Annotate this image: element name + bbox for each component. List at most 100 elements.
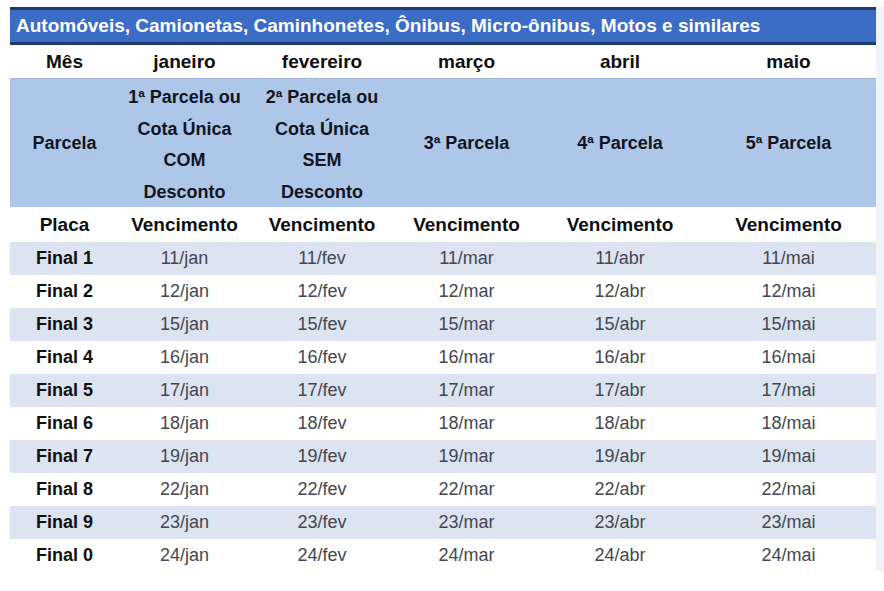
date-cell: 11/abr <box>539 242 701 275</box>
date-cell: 11/mai <box>701 242 876 275</box>
date-cell: 22/jan <box>119 473 250 506</box>
date-cell: 16/mar <box>394 341 539 374</box>
date-cell: 23/mar <box>394 506 539 539</box>
parcela-row-label: Parcela <box>10 79 119 207</box>
date-cell: 16/mai <box>701 341 876 374</box>
date-cell: 16/jan <box>119 341 250 374</box>
date-cell: 18/mai <box>701 407 876 440</box>
parcela-cell-1-line: COM <box>164 145 206 177</box>
date-cell: 23/abr <box>539 506 701 539</box>
month-cell-fevereiro: fevereiro <box>250 45 394 78</box>
date-cell: 15/mar <box>394 308 539 341</box>
parcela-cell-2-line: 2ª Parcela ou <box>266 82 379 114</box>
table-row-final-0: Final 0 24/jan 24/fev 24/mar 24/abr 24/m… <box>10 539 876 572</box>
date-cell: 23/fev <box>250 506 394 539</box>
month-cell-abril: abril <box>539 45 701 78</box>
date-cell: 15/jan <box>119 308 250 341</box>
placa-cell: Final 3 <box>10 308 119 341</box>
placa-cell: Final 6 <box>10 407 119 440</box>
date-cell: 19/abr <box>539 440 701 473</box>
month-row-label: Mês <box>10 45 119 78</box>
date-cell: 17/fev <box>250 374 394 407</box>
date-cell: 19/mai <box>701 440 876 473</box>
date-cell: 24/mar <box>394 539 539 572</box>
date-cell: 24/mai <box>701 539 876 572</box>
date-cell: 18/jan <box>119 407 250 440</box>
month-cell-maio: maio <box>701 45 876 78</box>
date-cell: 11/mar <box>394 242 539 275</box>
parcela-cell-2-line: Desconto <box>281 177 363 208</box>
date-cell: 12/mai <box>701 275 876 308</box>
date-cell: 11/fev <box>250 242 394 275</box>
table-row-final-3: Final 3 15/jan 15/fev 15/mar 15/abr 15/m… <box>10 308 876 341</box>
parcela-cell-1-line: 1ª Parcela ou <box>128 82 241 114</box>
placa-cell: Final 7 <box>10 440 119 473</box>
date-cell: 19/fev <box>250 440 394 473</box>
placa-header-row: Placa Vencimento Vencimento Vencimento V… <box>10 207 876 242</box>
placa-cell: Final 8 <box>10 473 119 506</box>
table-row-final-9: Final 9 23/jan 23/fev 23/mar 23/abr 23/m… <box>10 506 876 539</box>
date-cell: 12/abr <box>539 275 701 308</box>
table-row-final-6: Final 6 18/jan 18/fev 18/mar 18/abr 18/m… <box>10 407 876 440</box>
table-title: Automóveis, Camionetas, Caminhonetes, Ôn… <box>10 7 876 45</box>
vencimento-header: Vencimento <box>539 207 701 242</box>
date-cell: 23/mai <box>701 506 876 539</box>
table-row-final-1: Final 1 11/jan 11/fev 11/mar 11/abr 11/m… <box>10 242 876 275</box>
date-cell: 23/jan <box>119 506 250 539</box>
parcela-cell-1: 1ª Parcela ou Cota Única COM Desconto <box>119 79 250 207</box>
date-cell: 24/abr <box>539 539 701 572</box>
vencimento-header: Vencimento <box>394 207 539 242</box>
date-cell: 18/mar <box>394 407 539 440</box>
right-edge-strip <box>876 7 884 571</box>
table-row-final-4: Final 4 16/jan 16/fev 16/mar 16/abr 16/m… <box>10 341 876 374</box>
vencimento-header: Vencimento <box>119 207 250 242</box>
placa-cell: Final 5 <box>10 374 119 407</box>
date-cell: 18/abr <box>539 407 701 440</box>
placa-cell: Final 4 <box>10 341 119 374</box>
date-cell: 22/mai <box>701 473 876 506</box>
parcela-cell-2: 2ª Parcela ou Cota Única SEM Desconto <box>250 79 394 207</box>
table-row-final-2: Final 2 12/jan 12/fev 12/mar 12/abr 12/m… <box>10 275 876 308</box>
date-cell: 17/mai <box>701 374 876 407</box>
parcela-header-row: Parcela 1ª Parcela ou Cota Única COM Des… <box>10 78 876 207</box>
date-cell: 16/fev <box>250 341 394 374</box>
parcela-cell-5: 5ª Parcela <box>701 79 876 207</box>
month-header-row: Mês janeiro fevereiro março abril maio <box>10 45 876 78</box>
parcela-cell-1-line: Cota Única <box>137 114 231 146</box>
date-cell: 22/mar <box>394 473 539 506</box>
date-cell: 15/mai <box>701 308 876 341</box>
placa-cell: Final 2 <box>10 275 119 308</box>
month-cell-marco: março <box>394 45 539 78</box>
ipva-schedule-table: Automóveis, Camionetas, Caminhonetes, Ôn… <box>10 7 876 572</box>
date-cell: 24/jan <box>119 539 250 572</box>
date-cell: 19/jan <box>119 440 250 473</box>
date-cell: 11/jan <box>119 242 250 275</box>
parcela-cell-2-line: Cota Única <box>275 114 369 146</box>
month-cell-janeiro: janeiro <box>119 45 250 78</box>
date-cell: 12/fev <box>250 275 394 308</box>
date-cell: 17/abr <box>539 374 701 407</box>
table-row-final-7: Final 7 19/jan 19/fev 19/mar 19/abr 19/m… <box>10 440 876 473</box>
date-cell: 12/mar <box>394 275 539 308</box>
date-cell: 15/abr <box>539 308 701 341</box>
date-cell: 19/mar <box>394 440 539 473</box>
parcela-cell-1-line: Desconto <box>143 177 225 208</box>
date-cell: 24/fev <box>250 539 394 572</box>
placa-cell: Final 0 <box>10 539 119 572</box>
date-cell: 18/fev <box>250 407 394 440</box>
table-row-final-8: Final 8 22/jan 22/fev 22/mar 22/abr 22/m… <box>10 473 876 506</box>
vencimento-header: Vencimento <box>701 207 876 242</box>
date-cell: 22/abr <box>539 473 701 506</box>
date-cell: 15/fev <box>250 308 394 341</box>
date-cell: 12/jan <box>119 275 250 308</box>
parcela-cell-3: 3ª Parcela <box>394 79 539 207</box>
vencimento-header: Vencimento <box>250 207 394 242</box>
date-cell: 16/abr <box>539 341 701 374</box>
date-cell: 22/fev <box>250 473 394 506</box>
placa-cell: Final 9 <box>10 506 119 539</box>
date-cell: 17/jan <box>119 374 250 407</box>
parcela-cell-2-line: SEM <box>302 145 341 177</box>
date-cell: 17/mar <box>394 374 539 407</box>
placa-cell: Final 1 <box>10 242 119 275</box>
table-row-final-5: Final 5 17/jan 17/fev 17/mar 17/abr 17/m… <box>10 374 876 407</box>
